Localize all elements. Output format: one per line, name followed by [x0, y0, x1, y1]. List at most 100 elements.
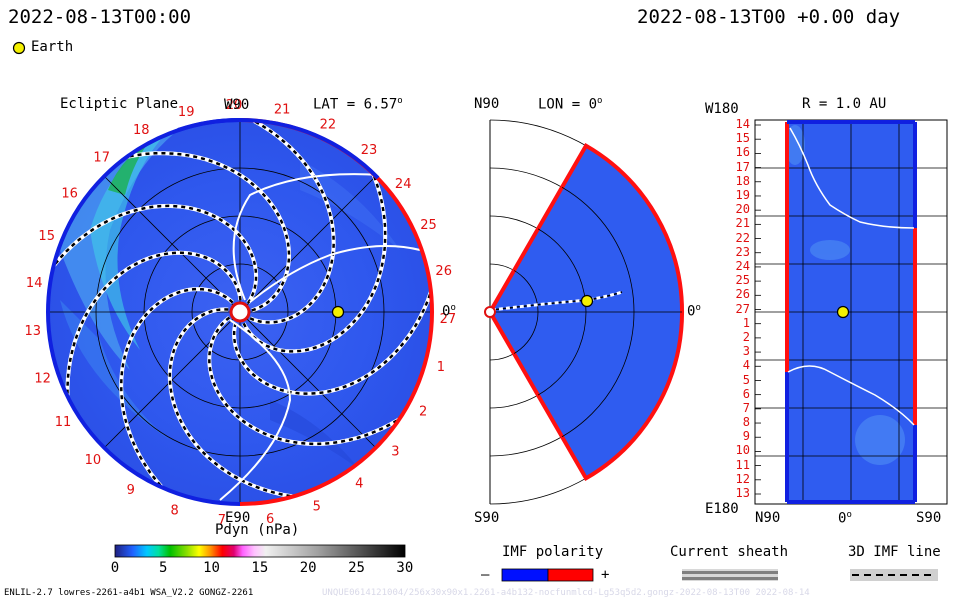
header-right-datetime: 2022-08-13T00 +0.00 day — [637, 6, 901, 28]
current-sheath-title: Current sheath — [670, 544, 789, 560]
rim-number-24: 24 — [395, 177, 412, 192]
shell-e180: E180 — [705, 501, 739, 517]
meridional-n90: N90 — [474, 96, 500, 112]
rim-number-22: 22 — [320, 118, 337, 133]
shell-row-label-23: 23 — [735, 244, 750, 259]
rim-number-19: 19 — [178, 105, 195, 120]
rim-number-2: 2 — [419, 405, 427, 420]
shell-panel — [754, 119, 948, 505]
imf-field-line — [234, 120, 335, 324]
shell-row-label-11: 11 — [735, 457, 750, 472]
shell-row-label-15: 15 — [735, 131, 750, 146]
rim-number-26: 26 — [435, 264, 452, 279]
shell-row-label-7: 7 — [742, 400, 750, 415]
rim-number-20: 20 — [226, 98, 243, 113]
shell-row-label-17: 17 — [735, 159, 750, 174]
rim-number-13: 13 — [25, 324, 42, 339]
rim-number-7: 7 — [218, 513, 226, 528]
imf-polarity-bar — [501, 568, 594, 582]
imf-plus-label: + — [601, 567, 610, 583]
shell-row-label-27: 27 — [735, 301, 750, 316]
rim-number-8: 8 — [170, 503, 178, 518]
ecliptic-e90: E90 — [225, 510, 251, 526]
rim-number-14: 14 — [26, 276, 43, 291]
earth-marker-ecliptic — [331, 305, 345, 319]
shell-row-label-16: 16 — [735, 145, 750, 160]
ecliptic-zero-label: 0o — [442, 303, 456, 320]
shell-row-label-21: 21 — [735, 216, 750, 231]
ecliptic-outline-negative — [46, 118, 241, 506]
imf-field-line — [66, 251, 242, 417]
shell-row-label-26: 26 — [735, 287, 750, 302]
meridional-zero-label: 0o — [687, 303, 701, 320]
shell-row-label-12: 12 — [735, 471, 750, 486]
rim-number-16: 16 — [61, 187, 78, 202]
imf-line-title: 3D IMF line — [848, 544, 941, 560]
colorbar — [114, 544, 406, 558]
shell-row-label-14: 14 — [735, 117, 750, 131]
imf-field-line — [208, 316, 417, 446]
shell-zero-label: 0o — [838, 510, 852, 527]
rim-numbers: 19 20 212223242526271234567891011121314151… — [25, 98, 457, 528]
rim-number-11: 11 — [55, 415, 72, 430]
rim-number-9: 9 — [127, 483, 135, 498]
header-left-datetime: 2022-08-13T00:00 — [8, 6, 192, 28]
shell-w180: W180 — [705, 101, 739, 117]
meridional-panel — [484, 119, 684, 505]
shell-row-label-25: 25 — [735, 273, 750, 288]
shell-r-label: R = 1.0 AU — [802, 96, 887, 112]
imf-field-line — [119, 287, 234, 503]
colorbar-title: Pdyn (nPa) — [215, 522, 300, 538]
meridional-lon-label: LON = 0o — [538, 96, 603, 113]
colorbar-tick-25: 25 — [348, 560, 365, 576]
rim-number-10: 10 — [85, 453, 102, 468]
ecliptic-plane-panel: 19 20 212223242526271234567891011121314151… — [25, 98, 457, 528]
earth-legend-label: Earth — [31, 39, 74, 55]
sun-icon — [229, 301, 251, 323]
ecliptic-w90: W90 — [224, 97, 250, 113]
shell-row-label-13: 13 — [735, 486, 750, 500]
ecliptic-title: Ecliptic Plane — [60, 96, 179, 112]
rim-number-18: 18 — [133, 123, 150, 138]
imf-minus-label: – — [481, 567, 490, 583]
current-sheath-swatch — [682, 569, 778, 581]
rim-number-4: 4 — [355, 476, 363, 491]
rim-number-23: 23 — [361, 143, 378, 158]
ecliptic-features — [48, 120, 432, 504]
shell-row-label-5: 5 — [742, 372, 750, 387]
rim-number-27: 27 — [440, 312, 457, 327]
footer-model: ENLIL-2.7 lowres-2261-a4b1 WSA_V2.2 GONG… — [4, 588, 254, 598]
shell-row-label-10: 10 — [735, 443, 750, 458]
shell-n90: N90 — [755, 510, 781, 526]
rim-number-6: 6 — [266, 512, 274, 527]
rim-number-5: 5 — [313, 499, 321, 514]
shell-row-label-18: 18 — [735, 173, 750, 188]
shell-row-label-9: 9 — [742, 429, 750, 444]
colorbar-tick-0: 0 — [110, 560, 120, 576]
shell-row-label-24: 24 — [735, 258, 750, 273]
earth-marker-shell — [836, 305, 850, 319]
shell-row-label-2: 2 — [742, 329, 750, 344]
colorbar-tick-15: 15 — [251, 560, 269, 576]
imf-line-swatch — [850, 569, 938, 581]
shell-row-label-22: 22 — [735, 230, 750, 245]
rim-number-17: 17 — [93, 151, 110, 166]
shell-row-label-3: 3 — [742, 344, 750, 359]
footer-run-id: UNQUE0614121004/256x30x90x1.2261-a4b132-… — [322, 588, 810, 598]
imf-field-line — [242, 155, 387, 353]
imf-field-line — [107, 151, 291, 312]
imf-polarity-title: IMF polarity — [502, 544, 604, 560]
rim-number-15: 15 — [38, 229, 55, 244]
shell-row-label-6: 6 — [742, 386, 750, 401]
earth-marker-meridional — [580, 294, 594, 308]
rim-number-1: 1 — [437, 360, 445, 375]
imf-field-line — [232, 272, 432, 395]
rim-number-12: 12 — [34, 371, 51, 386]
colorbar-tick-30: 30 — [396, 560, 414, 576]
shell-s90: S90 — [916, 510, 942, 526]
colorbar-tick-20: 20 — [299, 560, 317, 576]
imf-field-line — [48, 204, 258, 304]
shell-row-label-1: 1 — [742, 315, 750, 330]
